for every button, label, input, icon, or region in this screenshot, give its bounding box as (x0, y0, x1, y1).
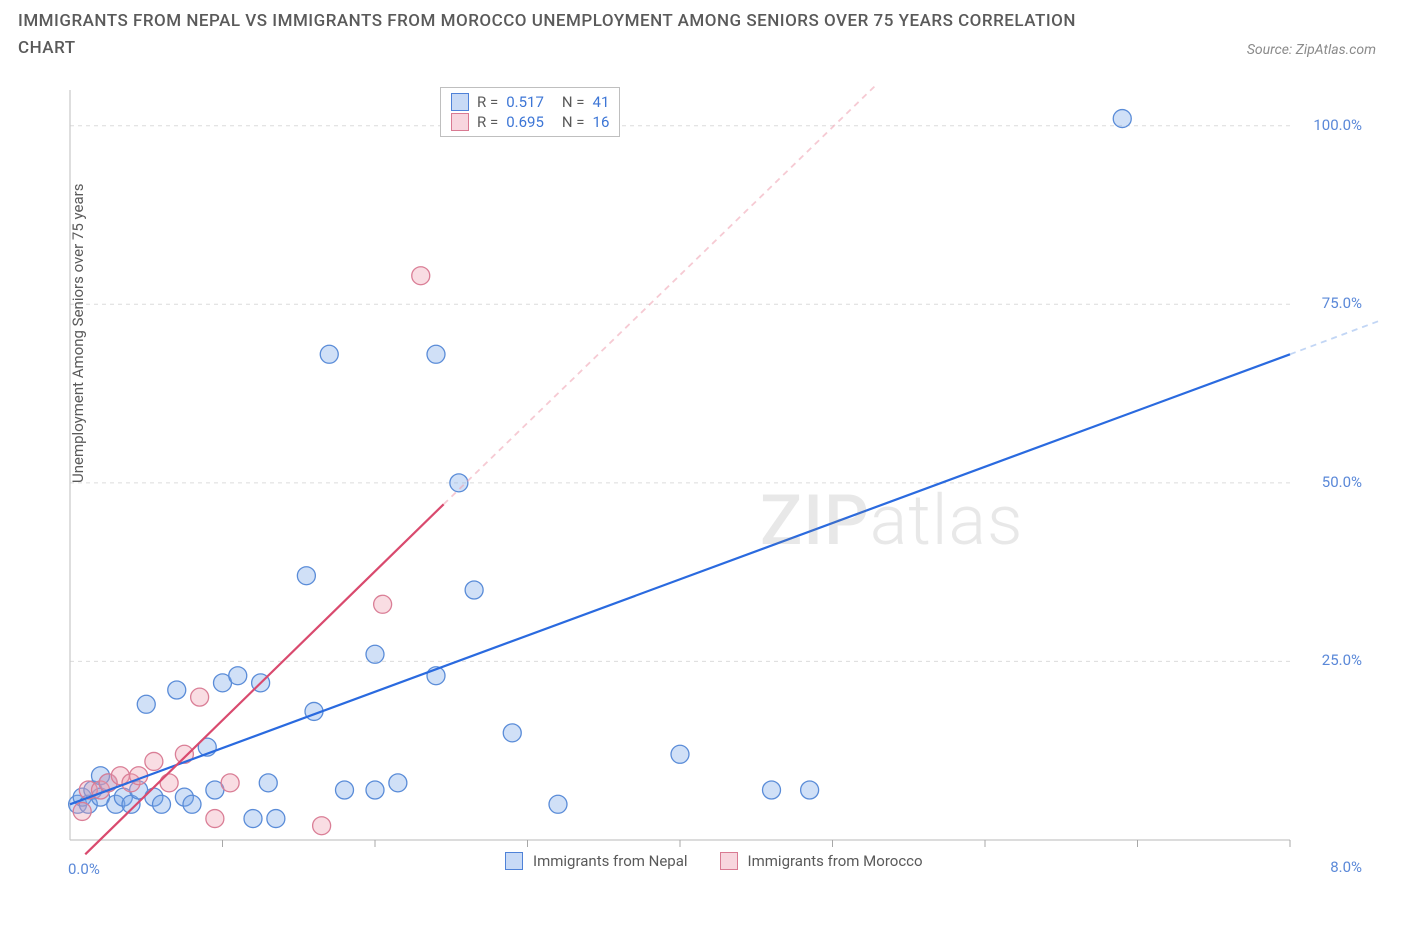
r-label: R = (477, 113, 498, 131)
legend-row-nepal: R = 0.517 N = 41 (451, 92, 609, 112)
y-tick-label: 100.0% (1313, 116, 1362, 134)
n-value-nepal: 41 (593, 93, 610, 111)
r-value-nepal: 0.517 (506, 93, 544, 111)
r-label: R = (477, 93, 498, 111)
legend-swatch (720, 852, 738, 870)
series-legend: Immigrants from Nepal Immigrants from Mor… (505, 852, 945, 870)
n-value-morocco: 16 (593, 113, 610, 131)
chart-svg (60, 85, 1380, 880)
y-axis-label: Unemployment Among Seniors over 75 years (69, 183, 87, 482)
y-tick-label: 50.0% (1322, 473, 1362, 491)
x-axis-max-label: 8.0% (1330, 858, 1362, 876)
swatch-morocco (451, 113, 469, 131)
r-value-morocco: 0.695 (506, 113, 544, 131)
y-tick-label: 75.0% (1322, 294, 1362, 312)
x-axis-min-label: 0.0% (68, 860, 100, 878)
legend-label: Immigrants from Nepal (533, 852, 688, 870)
correlation-stats-legend: R = 0.517 N = 41 R = 0.695 N = 16 (440, 87, 620, 137)
legend-swatch (505, 852, 523, 870)
source-attribution: Source: ZipAtlas.com (1247, 42, 1376, 58)
correlation-chart: Unemployment Among Seniors over 75 years… (60, 85, 1380, 880)
legend-label: Immigrants from Morocco (748, 852, 923, 870)
y-tick-label: 25.0% (1322, 651, 1362, 669)
legend-row-morocco: R = 0.695 N = 16 (451, 112, 609, 132)
n-label: N = (562, 113, 585, 131)
chart-title: IMMIGRANTS FROM NEPAL VS IMMIGRANTS FROM… (18, 8, 1118, 62)
swatch-nepal (451, 93, 469, 111)
n-label: N = (562, 93, 585, 111)
